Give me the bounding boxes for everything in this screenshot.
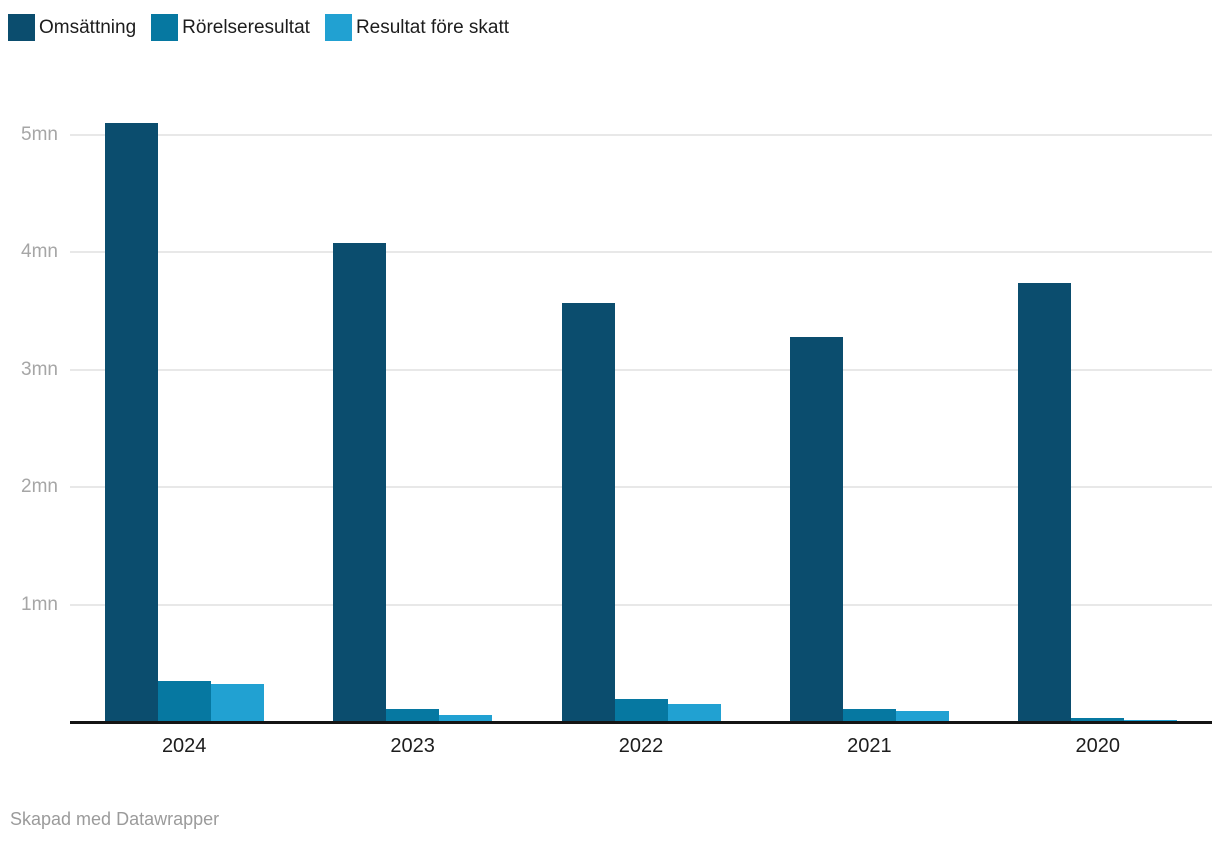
gridline-4mn [70, 251, 1212, 254]
gridline-1mn [70, 603, 1212, 606]
bar-2022-series-1[interactable] [614, 698, 668, 722]
y-axis-tick-5mn: 5mn [21, 124, 58, 145]
bar-2024-series-1[interactable] [157, 680, 211, 722]
legend-label: Resultat före skatt [355, 17, 510, 38]
bar-2021-series-0[interactable] [789, 336, 843, 722]
legend-item-2: Rörelseresultat [151, 14, 310, 41]
y-axis-tick-2mn: 2mn [21, 476, 58, 498]
legend-swatch-icon [324, 14, 352, 41]
legend-swatch-icon [151, 14, 179, 41]
y-axis-tick-1mn: 1mn [21, 593, 58, 615]
legend: Omsättning Rörelseresultat Resultat före s… [8, 14, 509, 41]
x-axis-label-2023: 2023 [390, 735, 435, 757]
y-axis-tick-3mn: 3mn [21, 358, 58, 380]
y-axis-tick-4mn: 4mn [21, 241, 58, 263]
legend-item-3: Resultat före skatt [324, 14, 510, 41]
bar-2020-series-0[interactable] [1018, 282, 1072, 722]
bar-2024-series-2[interactable] [210, 684, 264, 722]
bar-2023-series-1[interactable] [386, 709, 440, 722]
x-axis-label-2024: 2024 [161, 735, 207, 757]
x-axis-label-2021: 2021 [847, 735, 892, 757]
gridline-3mn [70, 368, 1212, 371]
bar-2023-series-2[interactable] [439, 714, 493, 722]
x-axis-label-2022: 2022 [618, 735, 664, 757]
x-axis-label-2020: 2020 [1075, 735, 1121, 757]
legend-swatch-icon [8, 14, 35, 41]
gridline-2mn [70, 486, 1212, 489]
bar-2023-series-0[interactable] [333, 243, 387, 722]
bar-2024-series-0[interactable] [104, 123, 158, 722]
bar-2020-series-1[interactable] [1071, 718, 1125, 722]
legend-label: Rörelseresultat [182, 17, 310, 38]
bar-2022-series-2[interactable] [667, 704, 721, 722]
caption-skapad-med-datawrapper: Skapad med Datawrapper [10, 809, 220, 829]
bar-2021-series-2[interactable] [895, 711, 949, 722]
bar-2022-series-0[interactable] [561, 302, 615, 722]
legend-item-1: Omsättning [8, 14, 136, 41]
gridline-5mn [70, 134, 1212, 136]
x-axis-baseline [70, 720, 1212, 724]
bar-2021-series-1[interactable] [842, 709, 896, 722]
legend-label: Omsättning [39, 17, 137, 38]
